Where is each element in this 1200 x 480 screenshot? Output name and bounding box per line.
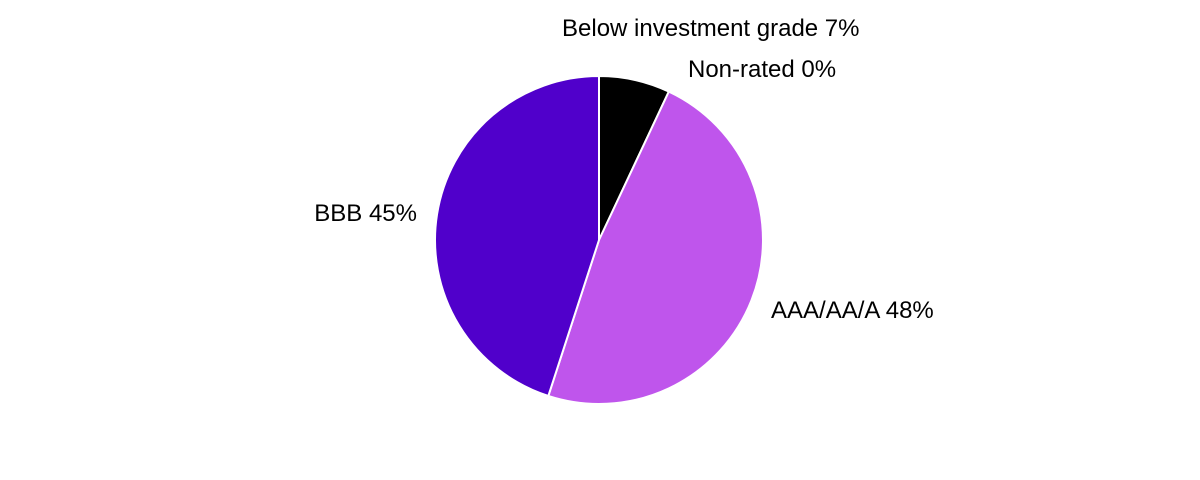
slice-label-aaa-aa-a: AAA/AA/A 48% [771,297,934,324]
pie-labels: AAA/AA/A 48% BBB 45% Below investment gr… [314,15,934,324]
pie-slice-bbb [434,75,600,397]
pie-slice-aaa-aa-a [547,90,764,405]
slice-label-bbb: BBB 45% [314,200,417,227]
slice-label-non-rated: Non-rated 0% [688,56,836,83]
pie-slices [434,75,764,405]
slice-label-below-investment-grade: Below investment grade 7% [562,15,860,42]
